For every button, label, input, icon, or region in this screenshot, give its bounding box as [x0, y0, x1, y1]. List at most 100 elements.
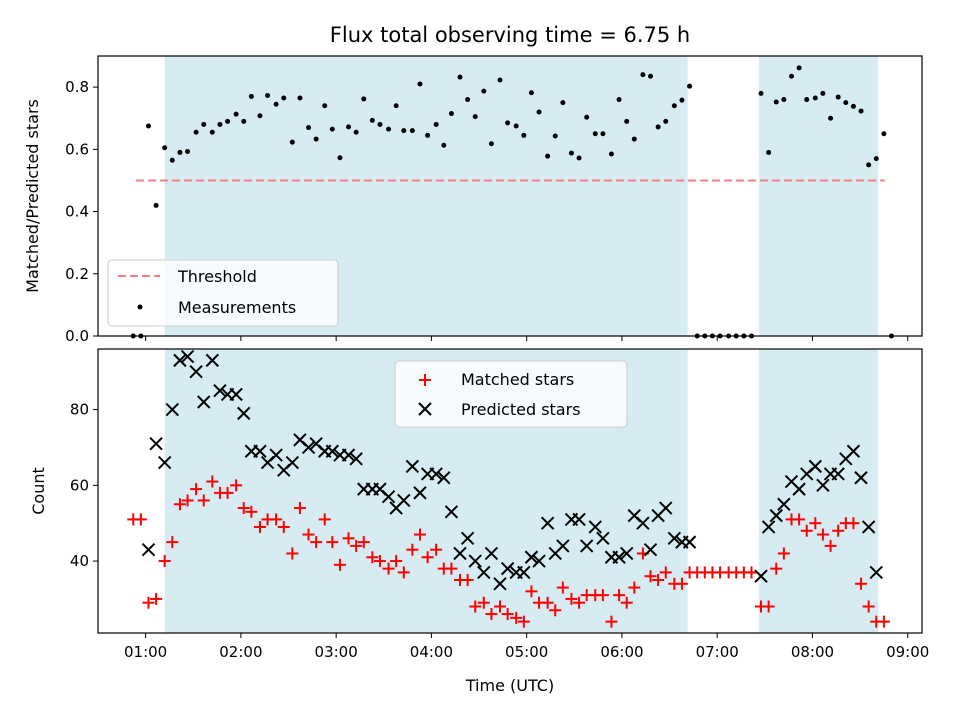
- matched-star-point: [142, 596, 155, 609]
- measurement-point: [353, 129, 359, 135]
- measurement-point: [481, 88, 487, 94]
- matched-star-point: [382, 562, 395, 575]
- top-axes-frame: [97, 55, 923, 337]
- measurement-point: [536, 109, 542, 115]
- measurement-point: [804, 97, 810, 103]
- predicted-star-point: [149, 436, 163, 451]
- matched-star-point: [644, 570, 657, 583]
- predicted-star-point: [808, 459, 823, 474]
- measurement-point: [781, 97, 787, 103]
- matched-star-point: [652, 573, 665, 586]
- measurement-point: [329, 126, 335, 132]
- matched-star-point: [659, 566, 672, 579]
- legend-matched-label: Matched stars: [461, 370, 574, 389]
- measurement-point: [177, 149, 183, 155]
- predicted-star-point: [861, 520, 876, 534]
- measurement-point: [361, 96, 367, 102]
- predicted-star-point: [846, 444, 861, 458]
- measurement-point: [273, 101, 279, 107]
- measurement-point: [584, 114, 590, 120]
- measurement-point: [663, 118, 669, 124]
- measurement-point: [265, 93, 271, 99]
- bottom-panel: 40 60 80 01:00 02:00 03:00 04:00 05:00 06:00 07:…: [29, 348, 929, 695]
- matched-star-point: [237, 502, 250, 515]
- predicted-star-point: [493, 577, 507, 591]
- matched-star-point: [253, 520, 266, 533]
- measurement-point: [820, 90, 826, 96]
- top-legend: Threshold Measurements: [107, 259, 339, 327]
- matched-star-point: [793, 513, 806, 526]
- matched-star-point: [206, 475, 219, 488]
- y-tick-label: 80: [70, 401, 89, 419]
- predicted-star-point: [397, 493, 411, 508]
- predicted-star-point: [572, 512, 586, 527]
- matched-star-point: [310, 536, 323, 549]
- predicted-star-point: [556, 539, 570, 553]
- measurement-point: [788, 73, 794, 79]
- predicted-star-point: [643, 542, 658, 557]
- measurement-point: [828, 115, 834, 121]
- bottom-legend-box: [394, 360, 628, 428]
- measurement-point: [377, 121, 383, 127]
- matched-star-point: [675, 577, 688, 590]
- legend-matched-swatch: [419, 374, 431, 386]
- predicted-star-point: [301, 440, 316, 455]
- x-tick-label: 04:00: [410, 643, 453, 661]
- matched-star-point: [477, 596, 490, 609]
- matched-star-point: [293, 502, 306, 515]
- matched-star-point: [493, 600, 506, 613]
- measurement-point: [631, 136, 637, 142]
- matched-stars-series: [127, 475, 890, 628]
- predicted-star-point: [816, 478, 830, 493]
- measurement-point: [600, 131, 606, 137]
- matched-star-point: [158, 555, 171, 568]
- top-y-axis-ticks: 0.0 0.2 0.4 0.6 0.8: [65, 78, 98, 345]
- measurement-point: [297, 95, 303, 101]
- matched-star-point: [357, 536, 370, 549]
- matched-star-point: [302, 528, 315, 541]
- measurement-point: [679, 97, 685, 103]
- predicted-star-point: [777, 497, 791, 511]
- matched-star-point: [190, 483, 203, 496]
- measurement-point: [850, 103, 856, 109]
- predicted-star-point: [540, 516, 555, 530]
- matched-star-point: [421, 551, 434, 564]
- matched-star-point: [245, 505, 258, 518]
- measurement-point: [576, 155, 582, 161]
- predicted-star-point: [792, 482, 806, 496]
- matched-star-point: [628, 581, 641, 594]
- predicted-star-point: [636, 516, 650, 530]
- measurement-point: [528, 90, 534, 96]
- matched-star-point: [565, 592, 578, 605]
- legend-measurements-label: Measurements: [178, 298, 296, 317]
- matched-star-point: [286, 547, 299, 560]
- matched-star-point: [445, 562, 458, 575]
- matched-star-point: [501, 608, 514, 621]
- predicted-star-point: [500, 561, 515, 576]
- matched-star-point: [469, 600, 482, 613]
- measurement-point: [209, 129, 215, 135]
- predicted-star-point: [444, 505, 459, 519]
- matched-star-point: [862, 600, 875, 613]
- predicted-star-point: [854, 471, 868, 485]
- x-tick-label: 08:00: [791, 643, 834, 661]
- predicted-star-point: [229, 387, 243, 402]
- predicted-star-point: [237, 406, 251, 421]
- predicted-star-point: [197, 395, 211, 409]
- measurement-point: [201, 121, 207, 127]
- predicted-star-point: [285, 455, 300, 470]
- predicted-star-point: [269, 448, 283, 462]
- measurement-point: [289, 139, 295, 145]
- bottom-x-axis-ticks: 01:00 02:00 03:00 04:00 05:00 06:00 07:00 08:00…: [124, 633, 929, 661]
- measurement-point: [858, 108, 864, 114]
- measurement-point: [521, 132, 527, 138]
- matched-star-point: [770, 562, 783, 575]
- measurement-point: [497, 77, 503, 83]
- measurement-point: [687, 83, 693, 89]
- predicted-star-point: [619, 546, 634, 561]
- matched-star-point: [150, 592, 163, 605]
- top-panel: 0.00.20.40.60.8 Matched/Predicted stars …: [23, 55, 923, 345]
- x-tick-label: 06:00: [600, 643, 643, 661]
- measurement-point: [337, 155, 343, 161]
